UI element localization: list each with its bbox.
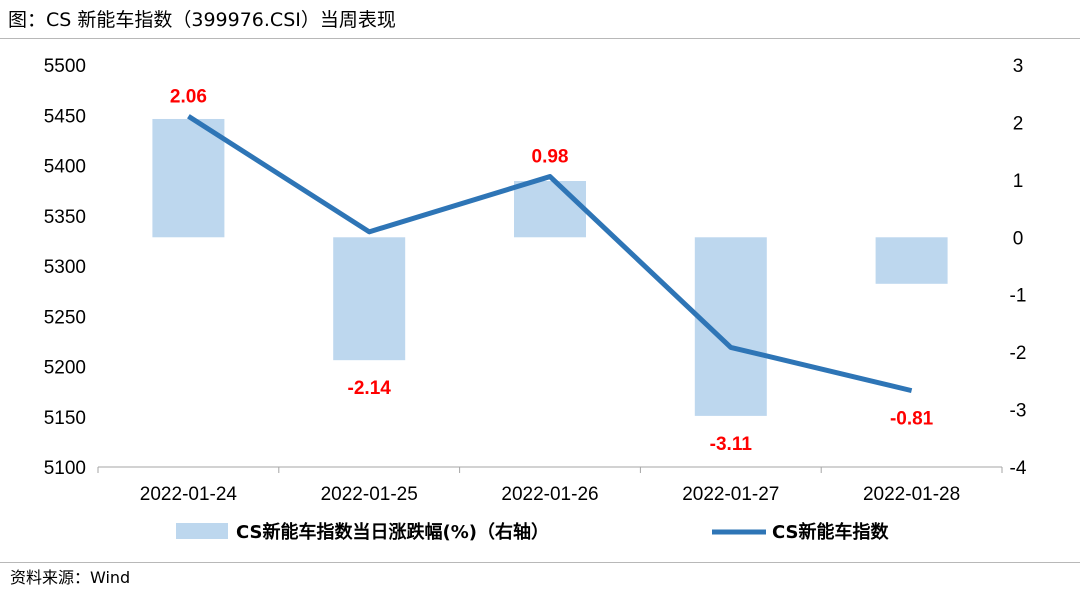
x-tick-label: 2022-01-28 xyxy=(863,484,960,505)
right-tick-label: -4 xyxy=(1010,458,1027,479)
left-tick-label: 5300 xyxy=(44,257,86,278)
right-tick-label: -1 xyxy=(1010,286,1027,307)
legend: CS新能车指数当日涨跌幅(%)（右轴） CS新能车指数 xyxy=(176,521,890,543)
left-axis-ticks: 5500 5450 5400 5350 5300 5250 5200 5150 5100 xyxy=(44,56,86,479)
chart-title: 图：CS 新能车指数（399976.CSI）当周表现 xyxy=(8,9,396,31)
data-labels: 2.06 -2.14 0.98 -3.11 -0.81 xyxy=(170,86,934,455)
right-tick-label: 0 xyxy=(1013,228,1024,249)
x-tick-label: 2022-01-24 xyxy=(140,484,238,505)
data-label: 0.98 xyxy=(532,147,569,168)
bar xyxy=(875,237,948,284)
right-tick-label: 1 xyxy=(1013,171,1024,192)
bar xyxy=(333,237,406,361)
left-tick-label: 5150 xyxy=(44,408,86,429)
data-label: -3.11 xyxy=(710,434,753,455)
right-tick-label: -2 xyxy=(1010,343,1027,364)
combo-chart: 5500 5450 5400 5350 5300 5250 5200 5150 5100 3 2 1… xyxy=(44,56,1027,543)
bar-series xyxy=(152,118,948,416)
top-divider xyxy=(0,38,1080,39)
data-label: -0.81 xyxy=(890,409,934,430)
right-tick-label: 3 xyxy=(1013,56,1024,77)
left-tick-label: 5450 xyxy=(44,106,86,127)
right-tick-label: 2 xyxy=(1013,113,1024,134)
left-tick-label: 5500 xyxy=(44,56,86,77)
x-tick-label: 2022-01-27 xyxy=(682,484,779,505)
data-label: -2.14 xyxy=(348,378,392,399)
legend-line-label: CS新能车指数 xyxy=(772,521,890,543)
left-tick-label: 5250 xyxy=(44,307,86,328)
legend-bar-swatch xyxy=(176,523,228,539)
x-tick-label: 2022-01-26 xyxy=(501,484,598,505)
bar xyxy=(152,118,225,238)
left-tick-label: 5400 xyxy=(44,157,86,178)
x-tick-label: 2022-01-25 xyxy=(321,484,418,505)
left-tick-label: 5200 xyxy=(44,358,86,379)
legend-bar-label: CS新能车指数当日涨跌幅(%)（右轴） xyxy=(236,521,549,543)
data-label: 2.06 xyxy=(170,86,207,107)
line-series xyxy=(187,114,913,394)
bottom-divider xyxy=(0,562,1080,563)
x-axis-ticks: 2022-01-24 2022-01-25 2022-01-26 2022-01-27… xyxy=(97,467,1003,505)
source-note: 资料来源：Wind xyxy=(10,568,131,587)
left-tick-label: 5350 xyxy=(44,207,86,228)
right-tick-label: -3 xyxy=(1010,401,1027,422)
right-axis-ticks: 3 2 1 0 -1 -2 -3 -4 xyxy=(1010,56,1027,479)
left-tick-label: 5100 xyxy=(44,458,86,479)
bar xyxy=(514,181,586,238)
